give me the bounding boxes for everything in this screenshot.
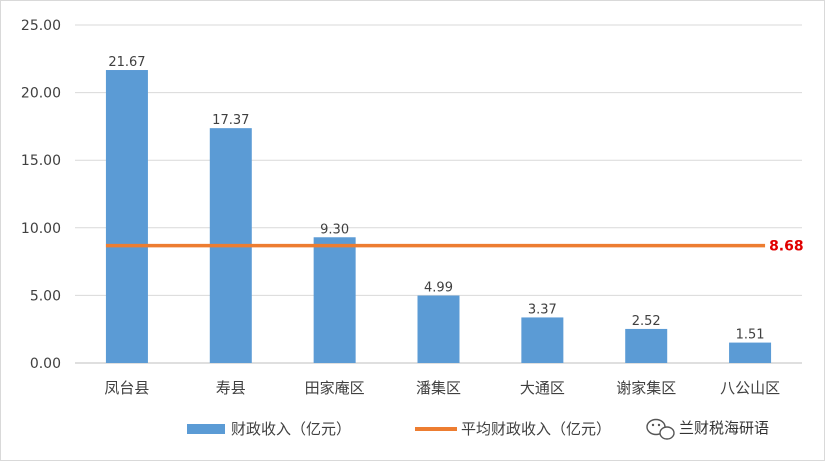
legend-bar-label: 财政收入（亿元） (231, 420, 351, 438)
average-data-label: 8.68 (769, 239, 804, 255)
x-tick-label: 八公山区 (720, 379, 780, 397)
y-tick-label: 10.00 (21, 221, 61, 237)
data-label: 1.51 (736, 328, 765, 343)
watermark-text: 兰财税海研语 (679, 419, 769, 437)
gridlines (75, 24, 802, 364)
x-tick-label: 寿县 (216, 379, 246, 397)
data-label: 3.37 (528, 302, 557, 317)
legend-line-label: 平均财政收入（亿元） (461, 420, 611, 438)
y-tick-label: 15.00 (21, 153, 61, 169)
bar-series (105, 70, 772, 363)
data-labels: 21.67 17.37 9.30 4.99 3.37 2.52 1.51 (108, 55, 764, 343)
average-line-series: 8.68 (105, 239, 804, 255)
bar (417, 295, 460, 363)
bar (105, 70, 148, 363)
legend: 财政收入（亿元） 平均财政收入（亿元） (187, 420, 611, 438)
bar (313, 237, 356, 363)
y-tick-label: 0.00 (30, 356, 61, 372)
data-label: 9.30 (320, 222, 349, 237)
legend-bar-swatch (187, 424, 225, 434)
y-tick-label: 20.00 (21, 86, 61, 102)
bar (521, 317, 564, 363)
data-label: 4.99 (424, 281, 453, 296)
x-tick-label: 凤台县 (104, 379, 149, 397)
x-tick-label: 谢家集区 (616, 379, 676, 397)
y-axis: 0.00 5.00 10.00 15.00 20.00 25.00 (21, 18, 61, 372)
watermark: 兰财税海研语 (646, 418, 769, 440)
bar (625, 328, 668, 363)
bar (729, 342, 772, 363)
data-label: 17.37 (212, 113, 249, 128)
x-tick-label: 田家庵区 (305, 379, 365, 397)
wechat-icon (646, 418, 675, 440)
y-tick-label: 25.00 (21, 18, 61, 34)
x-tick-label: 大通区 (520, 379, 565, 397)
y-tick-label: 5.00 (30, 288, 61, 304)
x-tick-label: 潘集区 (416, 379, 461, 397)
data-label: 21.67 (108, 55, 145, 70)
x-axis: 凤台县 寿县 田家庵区 潘集区 大通区 谢家集区 八公山区 (104, 379, 780, 397)
data-label: 2.52 (632, 314, 661, 329)
